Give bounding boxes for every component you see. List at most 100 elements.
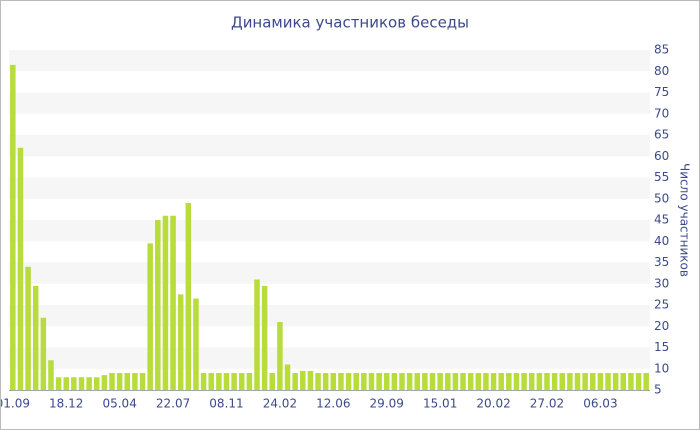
bar xyxy=(63,377,69,390)
y-tick-label: 50 xyxy=(654,191,669,205)
bar xyxy=(55,377,62,390)
bar xyxy=(528,373,535,390)
x-tick-label: 29.09 xyxy=(370,397,404,411)
bar xyxy=(10,64,16,390)
bar xyxy=(48,360,54,390)
bar xyxy=(315,373,321,390)
y-tick-label: 5 xyxy=(654,383,662,397)
bar xyxy=(475,373,482,390)
x-tick-label: 18.12 xyxy=(49,397,83,411)
y-tick-label: 70 xyxy=(654,106,669,120)
x-tick-label: 01.09 xyxy=(0,397,30,411)
bar xyxy=(536,373,543,390)
bar xyxy=(17,147,24,390)
bar xyxy=(628,373,634,390)
bar xyxy=(551,373,558,390)
y-tick-label: 85 xyxy=(654,43,669,57)
y-tick-label: 80 xyxy=(654,64,669,78)
bar xyxy=(200,373,207,390)
y-tick-label: 25 xyxy=(654,298,669,312)
y-tick-label: 15 xyxy=(654,340,669,354)
bar xyxy=(383,373,390,390)
x-tick-label: 05.04 xyxy=(102,397,136,411)
bar xyxy=(71,377,77,390)
bar xyxy=(132,373,138,390)
bar xyxy=(177,294,184,390)
x-tick-label: 22.07 xyxy=(156,397,190,411)
y-tick-label: 40 xyxy=(654,234,669,248)
bar xyxy=(368,373,375,390)
grid-band xyxy=(9,50,650,72)
bar xyxy=(94,377,100,390)
grid-band xyxy=(9,220,650,242)
bar xyxy=(605,373,611,390)
bar xyxy=(559,373,565,390)
bar xyxy=(574,373,581,390)
bar xyxy=(223,373,230,390)
bar xyxy=(155,220,161,390)
bar xyxy=(78,377,85,390)
bar xyxy=(116,373,123,390)
bar xyxy=(109,373,115,390)
chart-title: Динамика участников беседы xyxy=(231,14,469,32)
bar xyxy=(185,203,192,390)
bar xyxy=(498,373,504,390)
bar xyxy=(590,373,596,390)
bar xyxy=(330,373,337,390)
bar xyxy=(490,373,497,390)
x-tick-label: 20.02 xyxy=(476,397,510,411)
bar xyxy=(300,370,306,390)
grid-band xyxy=(9,262,650,284)
bar xyxy=(376,373,382,390)
bar xyxy=(582,373,588,390)
bar xyxy=(483,373,489,390)
bar xyxy=(277,322,283,390)
y-tick-label: 65 xyxy=(654,128,669,142)
bar xyxy=(391,373,398,390)
bar xyxy=(261,285,268,390)
bar xyxy=(193,298,199,390)
bar xyxy=(635,373,642,390)
bar xyxy=(124,373,131,390)
bar xyxy=(25,266,31,390)
y-tick-label: 60 xyxy=(654,149,669,163)
grid-band xyxy=(9,92,650,114)
bar xyxy=(238,373,245,390)
bar xyxy=(467,373,474,390)
grid-band xyxy=(9,135,650,157)
x-tick-label: 24.02 xyxy=(263,397,297,411)
bar xyxy=(246,373,253,390)
y-tick-label: 30 xyxy=(654,276,669,290)
bar xyxy=(643,373,649,390)
y-axis-label: Число участников xyxy=(678,163,692,277)
bar xyxy=(445,373,451,390)
bar xyxy=(216,373,222,390)
bar xyxy=(269,373,276,390)
y-tick-label: 45 xyxy=(654,213,669,227)
x-tick-label: 08.11 xyxy=(209,397,243,411)
bar xyxy=(284,364,291,390)
bar xyxy=(162,215,169,390)
bar xyxy=(414,373,421,390)
bar xyxy=(567,373,573,390)
bar xyxy=(544,373,550,390)
bar xyxy=(406,373,413,390)
bar xyxy=(452,373,459,390)
bar xyxy=(597,373,604,390)
bar xyxy=(513,373,520,390)
bar xyxy=(429,373,436,390)
bar xyxy=(170,215,176,390)
bar xyxy=(32,285,39,390)
grid-band xyxy=(9,305,650,327)
x-tick-label: 27.02 xyxy=(530,397,564,411)
x-tick-label: 06.03 xyxy=(583,397,617,411)
y-tick-label: 75 xyxy=(654,85,669,99)
bar xyxy=(460,373,466,390)
bar xyxy=(208,373,214,390)
bar xyxy=(307,370,314,390)
bar xyxy=(292,373,298,390)
bar xyxy=(101,375,108,390)
bar xyxy=(40,317,47,390)
bar xyxy=(322,373,329,390)
